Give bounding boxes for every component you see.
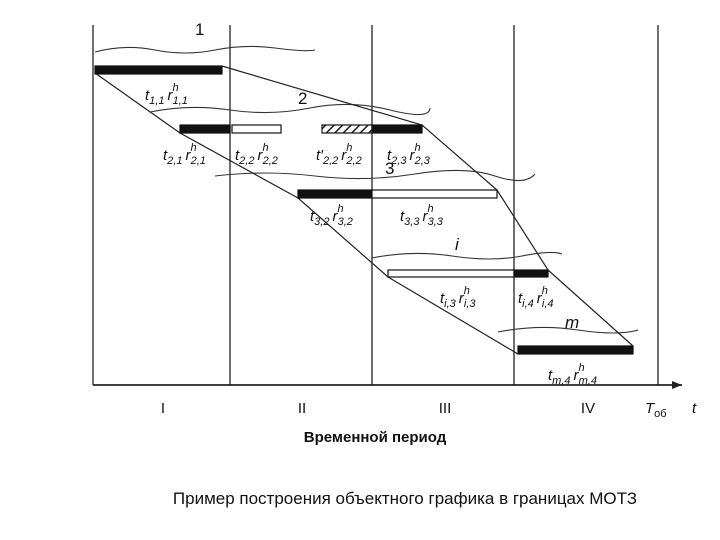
label-t-sub: i,3 bbox=[444, 298, 457, 310]
work-label: t′2,2 rh 2,2 bbox=[316, 142, 362, 167]
label-t-sub: 3,2 bbox=[314, 216, 329, 228]
label-t: t bbox=[440, 290, 445, 307]
label-r: r bbox=[537, 290, 543, 307]
label-r: r bbox=[459, 290, 465, 307]
end-label: Tоб bbox=[645, 400, 667, 420]
work-label: t2,2 rh 2,2 bbox=[235, 142, 278, 167]
label-t-sub: 2,2 bbox=[238, 155, 254, 167]
label-t: t bbox=[518, 290, 523, 307]
axis-title: Временной период bbox=[304, 429, 447, 446]
label-r-sup: h bbox=[542, 285, 548, 297]
label-r: r bbox=[422, 208, 428, 225]
flow-lines bbox=[94, 65, 634, 355]
row-number: 1 bbox=[195, 20, 204, 39]
label-r-sup: h bbox=[414, 142, 420, 154]
period-label: I bbox=[161, 400, 165, 417]
label-r-sub: 3,2 bbox=[338, 216, 353, 228]
end-label-t: T bbox=[645, 400, 656, 417]
work-label: tm,4 rh m,4 bbox=[548, 362, 597, 387]
label-r: r bbox=[409, 147, 415, 164]
wavy-separators bbox=[94, 45, 639, 334]
label-t-sub: i,4 bbox=[522, 298, 534, 310]
label-t: t bbox=[145, 87, 150, 104]
label-t: t bbox=[387, 147, 392, 164]
caption: Пример построения объектного графика в г… bbox=[173, 489, 637, 508]
label-r: r bbox=[332, 208, 338, 225]
label-r-sub: 1,1 bbox=[173, 95, 188, 107]
end-label-sub: об bbox=[654, 408, 666, 420]
work-label: t2,1 rh 2,1 bbox=[163, 142, 206, 167]
row-number: i bbox=[455, 235, 460, 254]
label-r: r bbox=[185, 147, 191, 164]
work-bars bbox=[94, 65, 634, 355]
label-r-sub: 2,1 bbox=[190, 155, 206, 167]
label-r: r bbox=[341, 147, 347, 164]
label-r-sub: 2,2 bbox=[345, 155, 361, 167]
label-t-sub: 3,3 bbox=[404, 216, 420, 228]
work-label: t3,3 rh 3,3 bbox=[400, 203, 444, 228]
label-r: r bbox=[574, 367, 580, 384]
label-t: t bbox=[548, 367, 553, 384]
label-r-sub: i,3 bbox=[464, 298, 477, 310]
label-r-sup: h bbox=[337, 203, 343, 215]
row-number: 3 bbox=[385, 159, 394, 178]
label-r: r bbox=[257, 147, 263, 164]
label-t-sub: 1,1 bbox=[149, 95, 164, 107]
period-label: II bbox=[298, 400, 306, 417]
row-number: m bbox=[565, 313, 579, 332]
label-t: t bbox=[400, 208, 405, 225]
label-r-sup: h bbox=[464, 285, 470, 297]
work-label: t2,3 rh 2,3 bbox=[387, 142, 431, 167]
label-r-sub: 2,3 bbox=[414, 155, 431, 167]
label-t-sub: 2,1 bbox=[166, 155, 182, 167]
label-r-sup: h bbox=[262, 142, 268, 154]
label-r-sup: h bbox=[190, 142, 196, 154]
label-t: t bbox=[310, 208, 315, 225]
label-r-sub: i,4 bbox=[542, 298, 554, 310]
row-number: 2 bbox=[298, 89, 307, 108]
axis-symbol: t bbox=[692, 400, 697, 417]
grid-lines bbox=[92, 25, 682, 386]
label-t: t bbox=[163, 147, 168, 164]
label-t: t bbox=[235, 147, 240, 164]
label-r-sub: m,4 bbox=[579, 375, 597, 387]
label-r-sub: 2,2 bbox=[262, 155, 278, 167]
label-t-sub: 2,2 bbox=[322, 155, 338, 167]
label-r-sub: 3,3 bbox=[428, 216, 444, 228]
label-r: r bbox=[167, 87, 173, 104]
label-r-sup: h bbox=[427, 203, 433, 215]
label-t: t′ bbox=[316, 147, 324, 164]
label-r-sup: h bbox=[346, 142, 352, 154]
work-label: t1,1 rh 1,1 bbox=[145, 82, 188, 107]
label-r-sup: h bbox=[579, 362, 585, 374]
work-label: t3,2 rh 3,2 bbox=[310, 203, 353, 228]
label-t-sub: m,4 bbox=[552, 375, 570, 387]
axis-arrow bbox=[672, 381, 682, 389]
period-label: IV bbox=[581, 400, 595, 417]
label-r-sup: h bbox=[172, 82, 178, 94]
period-label: III bbox=[439, 400, 452, 417]
work-label: ti,4 rh i,4 bbox=[518, 285, 554, 310]
label-t-sub: 2,3 bbox=[390, 155, 407, 167]
work-label: ti,3 rh i,3 bbox=[440, 285, 476, 310]
